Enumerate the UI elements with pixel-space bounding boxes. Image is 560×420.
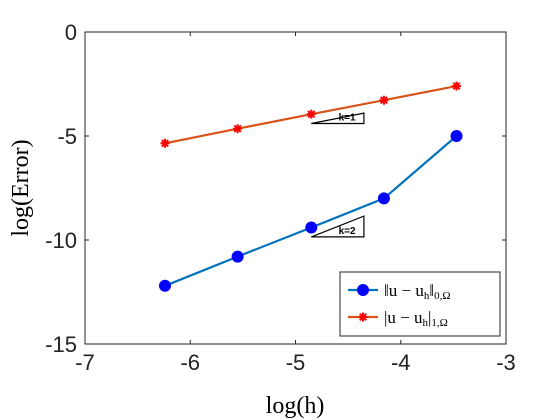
legend: ‖u − uh‖0,Ω|u − uh|1,Ω: [339, 271, 501, 337]
asterisk-stroke: [307, 110, 316, 119]
axes: -7 -6 -5 -4 -3 0 -5 -10 -15: [45, 20, 516, 375]
asterisk-stroke: [233, 124, 242, 133]
legend-marker: [358, 312, 368, 322]
legend-text-part: ‖: [429, 281, 434, 300]
slope-label: k=1: [339, 113, 356, 124]
legend-box: [339, 271, 501, 337]
asterisk-stroke: [379, 96, 388, 105]
slope-triangle-shape: [311, 112, 365, 125]
slope-triangle-2: k=2: [311, 215, 365, 238]
legend-entry-2: |u − uh|1,Ω: [348, 308, 448, 329]
legend-subscript: 1,Ω: [431, 317, 447, 329]
data-point: [233, 124, 243, 134]
data-point: [160, 138, 170, 148]
legend-label: |u − uh|1,Ω: [384, 308, 448, 329]
asterisk-stroke: [359, 313, 367, 321]
legend-label: ‖u − uh‖0,Ω: [384, 281, 451, 302]
legend-subscript: h: [423, 317, 429, 329]
slope-annotations: k=1 k=2: [311, 112, 365, 238]
series-1: [158, 130, 463, 292]
y-axis-title: log(Error): [8, 139, 34, 236]
data-point: [450, 130, 463, 142]
slope-label: k=2: [339, 226, 356, 237]
legend-text-part: |u − u: [384, 308, 423, 327]
x-tick-label: -4: [391, 350, 411, 375]
legend-text-part: ‖u − u: [384, 281, 424, 300]
legend-text-part: |: [428, 308, 431, 327]
series-2: [160, 81, 462, 148]
x-tick-label: -3: [496, 350, 516, 375]
y-tick-label: -15: [45, 332, 77, 357]
y-tick-label: -5: [57, 124, 77, 149]
x-tick-label: -6: [180, 350, 200, 375]
x-tick-label: -5: [286, 350, 306, 375]
legend-marker: [357, 284, 369, 296]
y-tick-label: -10: [45, 228, 77, 253]
data-point: [377, 192, 390, 205]
data-point: [306, 109, 316, 119]
data-point: [452, 81, 462, 91]
asterisk-stroke: [452, 82, 461, 91]
series-layer: [158, 81, 463, 292]
data-point: [158, 279, 171, 292]
legend-entry-1: ‖u − uh‖0,Ω: [348, 281, 451, 302]
slope-triangle-1: k=1: [311, 112, 365, 125]
x-axis-title: log(h): [266, 393, 325, 419]
y-tick-label: 0: [65, 20, 77, 45]
x-tick-label: -7: [75, 350, 95, 375]
legend-subscript: h: [424, 290, 430, 302]
data-point: [379, 95, 389, 105]
data-point: [231, 250, 244, 263]
legend-subscript: 0,Ω: [434, 290, 450, 302]
data-point: [305, 221, 318, 234]
slope-triangle-shape: [311, 215, 365, 238]
asterisk-stroke: [161, 139, 169, 148]
